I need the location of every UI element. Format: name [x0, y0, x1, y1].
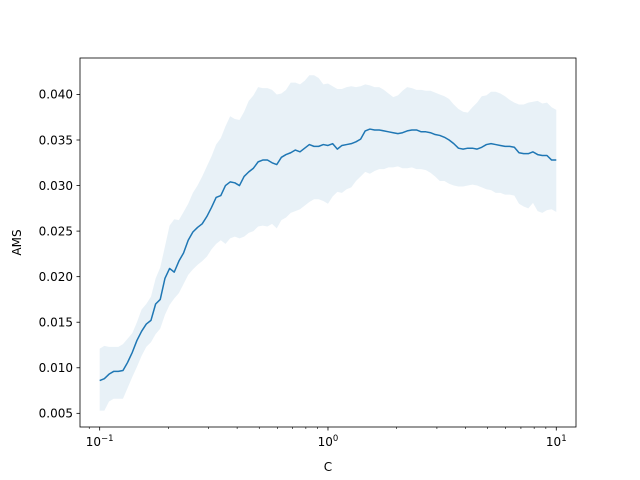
- plot-area: [80, 58, 576, 427]
- confidence-band: [99, 75, 557, 411]
- x-tick-label: 100: [318, 434, 339, 449]
- y-tick-label: 0.030: [39, 179, 73, 193]
- y-tick-label: 0.005: [39, 407, 73, 421]
- y-tick-label: 0.015: [39, 316, 73, 330]
- ams-line: [99, 128, 557, 382]
- y-tick-label: 0.025: [39, 224, 73, 238]
- x-axis-label: C: [324, 460, 332, 474]
- x-tick-label: 101: [546, 434, 567, 449]
- y-tick-label: 0.010: [39, 361, 73, 375]
- y-tick-label: 0.020: [39, 270, 73, 284]
- y-tick-label: 0.040: [39, 88, 73, 102]
- axes-background: [80, 58, 576, 427]
- axes-frame: [79, 57, 577, 428]
- y-axis-label: AMS: [10, 229, 24, 255]
- ticks: 10−1 100 101 0.005 0.010 0.015 0.020 0.025 0.030…: [39, 88, 567, 449]
- x-tick-label: 10−1: [86, 434, 114, 449]
- y-tick-label: 0.035: [39, 133, 73, 147]
